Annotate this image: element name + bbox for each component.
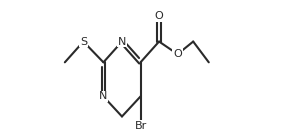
Text: O: O [173, 49, 182, 59]
Text: N: N [99, 91, 108, 101]
Text: O: O [155, 11, 163, 21]
Text: S: S [80, 37, 87, 47]
Text: Br: Br [134, 121, 147, 131]
Text: N: N [118, 37, 126, 47]
